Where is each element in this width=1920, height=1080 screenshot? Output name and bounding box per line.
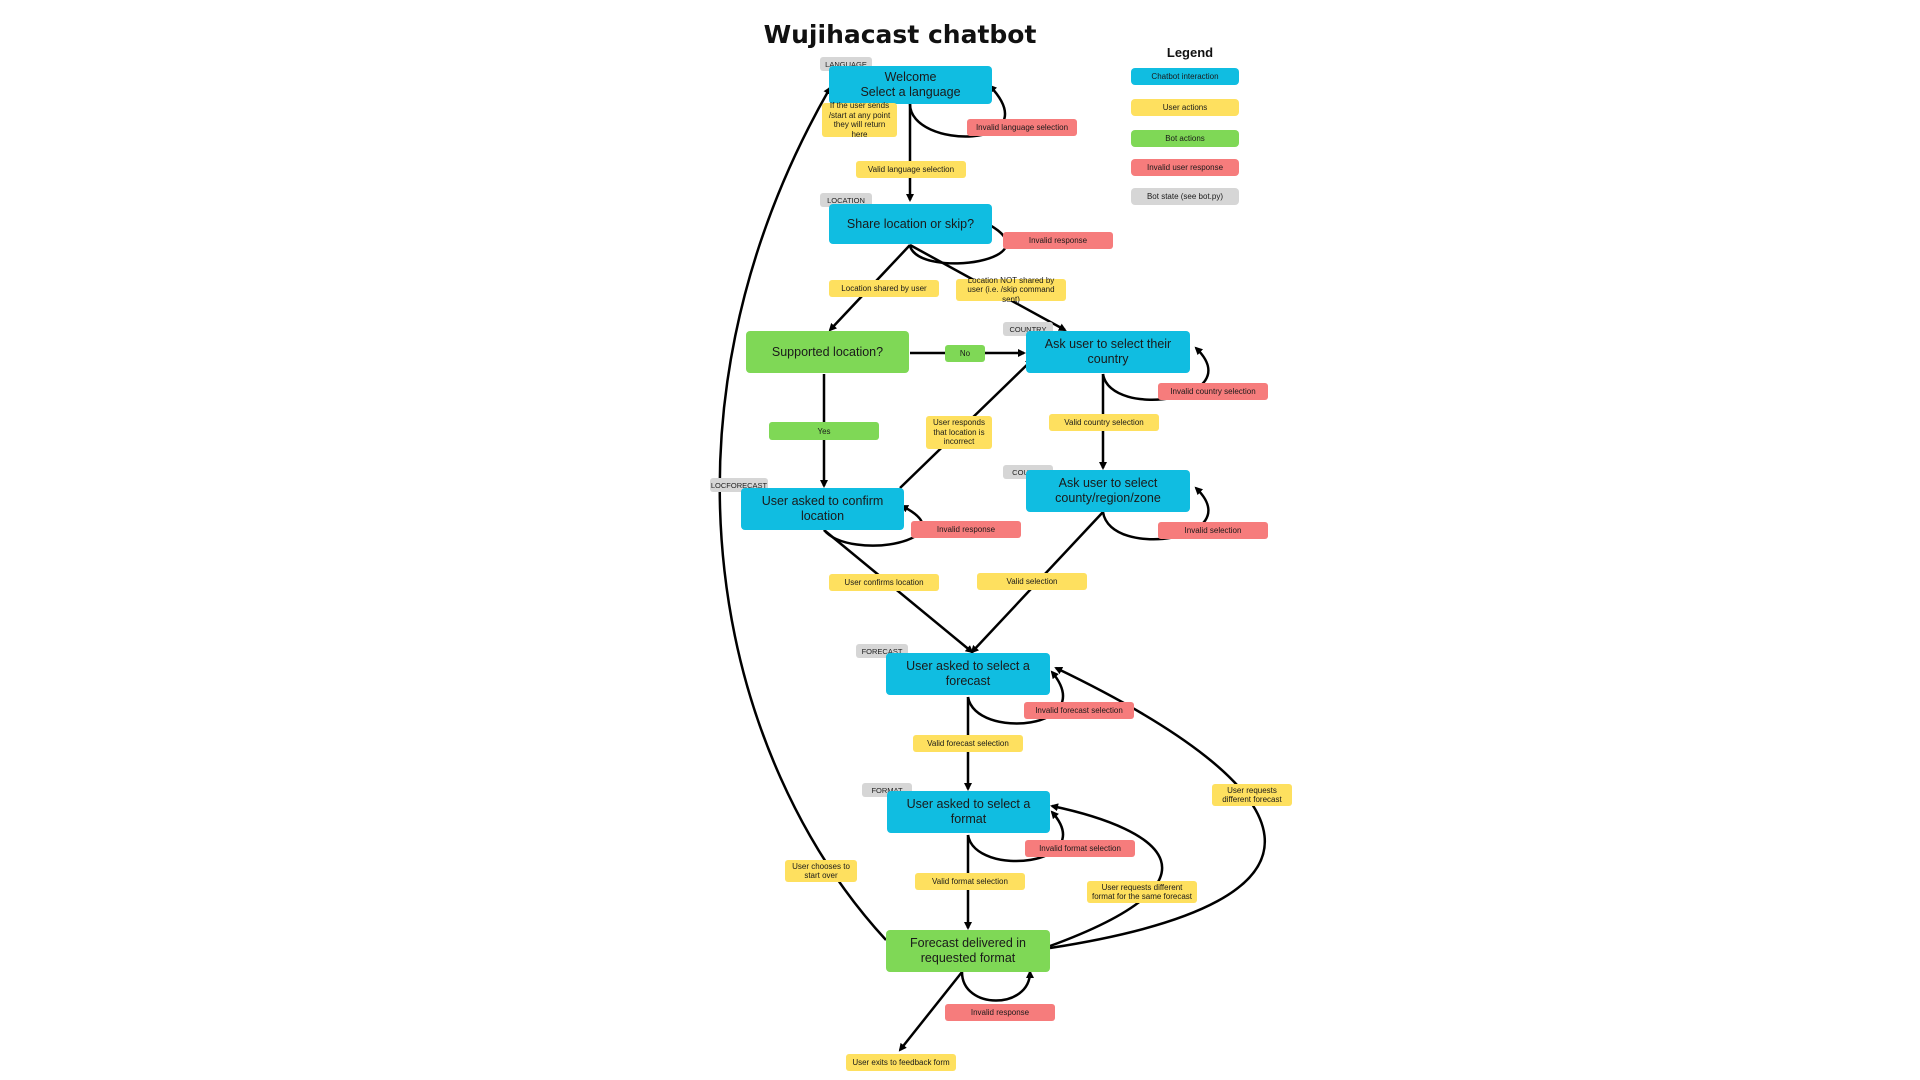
legend-title: Legend — [1166, 45, 1214, 60]
loop-confirm — [823, 504, 924, 547]
label-no: No — [945, 345, 985, 362]
loop-format — [966, 810, 1064, 863]
note-start-return: If the user sends /start at any point th… — [822, 101, 897, 139]
invalid-format: Invalid format selection — [1025, 840, 1135, 857]
label-valid-country: Valid country selection — [1049, 414, 1159, 431]
invalid-response-confirm: Invalid response — [911, 521, 1021, 538]
loop-forecast — [966, 670, 1064, 725]
label-confirms-location: User confirms location — [829, 574, 939, 591]
legend-chatbot-interaction: Chatbot interaction — [1131, 68, 1239, 85]
node-welcome-label: Welcome Select a language — [860, 70, 961, 99]
label-start-over: User chooses to start over — [785, 860, 857, 882]
label-location-not-shared: Location NOT shared by user (i.e. /skip … — [956, 276, 1066, 304]
legend-bot-state: Bot state (see bot.py) — [1131, 188, 1239, 205]
label-valid-selection: Valid selection — [977, 573, 1087, 590]
node-confirm-location-label: User asked to confirm location — [761, 494, 884, 523]
invalid-forecast: Invalid forecast selection — [1024, 702, 1134, 719]
node-select-forecast-label: User asked to select a forecast — [906, 659, 1030, 688]
invalid-language: Invalid language selection — [967, 119, 1077, 136]
edge-confirm-to-forecast — [823, 529, 974, 654]
invalid-response-location: Invalid response — [1003, 232, 1113, 249]
label-yes: Yes — [769, 422, 879, 440]
edge-start-over — [718, 86, 887, 941]
node-ask-county-label: Ask user to select county/region/zone — [1055, 476, 1161, 505]
node-ask-country-label: Ask user to select their country — [1044, 337, 1172, 366]
node-supported-location-label: Supported location? — [771, 344, 884, 359]
edge-different-forecast — [1049, 666, 1267, 950]
invalid-response-delivered: Invalid response — [945, 1004, 1055, 1021]
label-location-incorrect: User responds that location is incorrect — [926, 416, 992, 449]
label-valid-format: Valid format selection — [915, 873, 1025, 890]
label-different-forecast: User requests different forecast — [1212, 784, 1292, 806]
node-select-format: User asked to select a format — [887, 791, 1050, 833]
node-ask-country: Ask user to select their country — [1026, 331, 1190, 373]
node-forecast-delivered-label: Forecast delivered in requested format — [909, 936, 1027, 965]
loop-delivered — [960, 970, 1034, 1002]
node-forecast-delivered: Forecast delivered in requested format — [886, 930, 1050, 972]
label-valid-language: Valid language selection — [856, 161, 966, 178]
loop-welcome — [908, 84, 1007, 138]
node-share-location-label: Share location or skip? — [846, 216, 975, 231]
label-valid-forecast: Valid forecast selection — [913, 735, 1023, 752]
invalid-selection-county: Invalid selection — [1158, 522, 1268, 539]
label-different-format: User requests different format for the s… — [1087, 881, 1197, 903]
legend-user-actions: User actions — [1131, 99, 1239, 116]
edge-different-format — [1049, 803, 1164, 948]
edge-delivered-to-feedback — [898, 971, 963, 1052]
label-exit-feedback: User exits to feedback form — [846, 1054, 956, 1071]
node-supported-location: Supported location? — [746, 331, 909, 373]
node-ask-county: Ask user to select county/region/zone — [1026, 470, 1190, 512]
label-location-shared: Location shared by user — [829, 280, 939, 297]
state-tag-location: LOCATION — [820, 193, 872, 207]
node-welcome: Welcome Select a language — [829, 66, 992, 104]
legend-invalid-response: Invalid user response — [1131, 159, 1239, 176]
node-select-format-label: User asked to select a format — [906, 797, 1031, 826]
node-confirm-location: User asked to confirm location — [741, 488, 904, 530]
node-share-location: Share location or skip? — [829, 204, 992, 244]
invalid-country: Invalid country selection — [1158, 383, 1268, 400]
diagram-title: Wujihacast chatbot — [763, 20, 1037, 49]
legend-bot-actions: Bot actions — [1131, 130, 1239, 147]
node-select-forecast: User asked to select a forecast — [886, 653, 1050, 695]
